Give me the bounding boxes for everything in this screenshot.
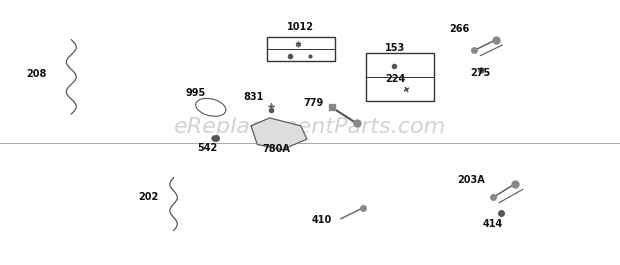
Text: 224: 224: [386, 74, 405, 85]
Text: 780A: 780A: [262, 144, 290, 154]
Bar: [366, 53, 434, 101]
Text: 203A: 203A: [457, 175, 485, 185]
Text: 542: 542: [198, 143, 218, 153]
Bar: [267, 37, 335, 61]
Text: eReplacementParts.com: eReplacementParts.com: [174, 117, 446, 137]
Text: 1012: 1012: [287, 22, 314, 32]
Polygon shape: [251, 118, 307, 150]
Text: 208: 208: [26, 69, 46, 79]
Text: 831: 831: [243, 92, 264, 102]
Text: 202: 202: [138, 192, 158, 202]
Text: 995: 995: [185, 88, 205, 98]
Text: 779: 779: [303, 98, 324, 108]
Text: 410: 410: [311, 215, 332, 225]
Text: 153: 153: [386, 43, 405, 53]
Text: 414: 414: [483, 219, 503, 229]
Text: 275: 275: [470, 68, 490, 78]
Text: 266: 266: [450, 24, 470, 34]
